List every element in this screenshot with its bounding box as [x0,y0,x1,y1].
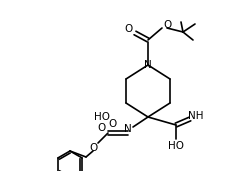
Text: O: O [108,119,116,129]
Text: O: O [163,20,171,30]
Text: NH: NH [188,111,204,121]
Text: N: N [124,124,132,134]
Text: HO: HO [94,112,110,122]
Text: O: O [97,123,105,133]
Text: O: O [124,24,132,34]
Text: HO: HO [168,141,184,151]
Text: O: O [89,143,97,153]
Text: N: N [144,60,152,70]
